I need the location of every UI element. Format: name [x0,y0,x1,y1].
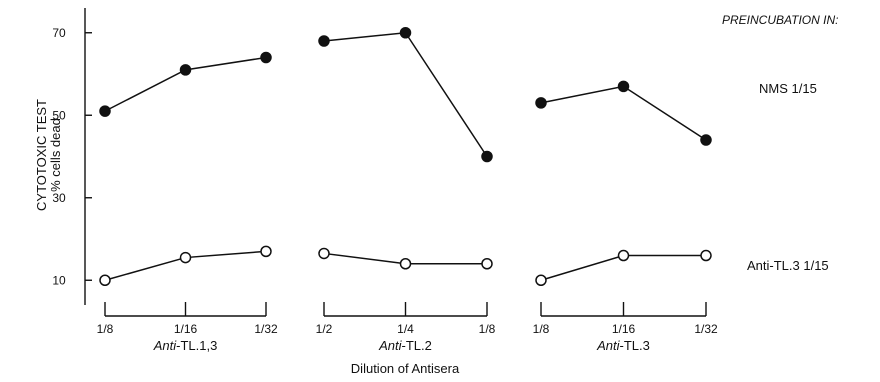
series-2-point-group-1-1 [99,274,111,286]
y-tick-label-30: 30 [52,191,66,205]
series-2-point-group-1-2 [179,251,192,264]
series-2-point-group-1-3 [260,245,272,258]
legend: PREINCUBATION IN: NMS 1/15 Anti-TL.3 1/1… [722,13,838,273]
series-1-point-group-2-3 [481,150,493,163]
legend-entry-nms: NMS 1/15 [759,81,817,96]
series-1-point-group-2-2 [399,27,412,39]
legend-entry-anti-tl3: Anti-TL.3 1/15 [747,258,829,273]
group-label-3: Anti-TL.3 [596,338,650,353]
x-tick-label-group-2-3: 1/8 [479,322,496,336]
series-1-line-group-2 [323,31,488,157]
series-2-point-group-2-3 [481,258,493,270]
series-2-point-group-3-3 [700,249,712,262]
series-1-line-group-3 [540,85,707,141]
series-1-point-group-1-1 [99,105,111,117]
series-1-point-group-1-2 [179,64,192,76]
y-axis-title: CYTOTOXIC TEST % cells dead [34,99,63,211]
x-tick-label-group-2-1: 1/2 [316,322,333,336]
y-tick-label-50: 50 [52,108,66,122]
x-tick-label-group-3-2: 1/16 [612,322,636,336]
series-1-point-group-3-1 [535,97,547,109]
x-tick-label-group-3-3: 1/32 [694,322,718,336]
y-axis-title-line-2: % cells dead [48,118,63,192]
group-label-1: Anti-TL.1,3 [153,338,218,353]
x-tick-label-group-2-2: 1/4 [397,322,414,336]
legend-title: PREINCUBATION IN: [722,13,838,27]
y-tick-label-70: 70 [52,26,66,40]
series-2-point-group-2-2 [399,258,412,270]
series-2-point-group-2-1 [318,247,330,260]
plot-area: 10 30 50 70 1/8 1/16 1/32 Anti-TL.1,3 1/2 1/4 1/8 A… [52,8,718,353]
y-axis-title-line-1: CYTOTOXIC TEST [34,99,49,211]
series-2-point-group-3-2 [617,249,630,262]
y-tick-label-10: 10 [52,273,66,287]
x-tick-label-group-1-2: 1/16 [174,322,198,336]
series-1-point-group-1-3 [260,51,272,64]
group-label-2: Anti-TL.2 [378,338,432,353]
x-tick-label-group-1-3: 1/32 [254,322,278,336]
series-1-point-group-2-1 [318,35,330,47]
series-1-point-group-3-2 [617,80,630,93]
x-axis-title: Dilution of Antisera [351,361,460,376]
series-1-point-group-3-3 [700,134,712,146]
x-tick-label-group-3-1: 1/8 [533,322,550,336]
series-2-point-group-3-1 [535,274,547,286]
x-tick-label-group-1-1: 1/8 [97,322,114,336]
